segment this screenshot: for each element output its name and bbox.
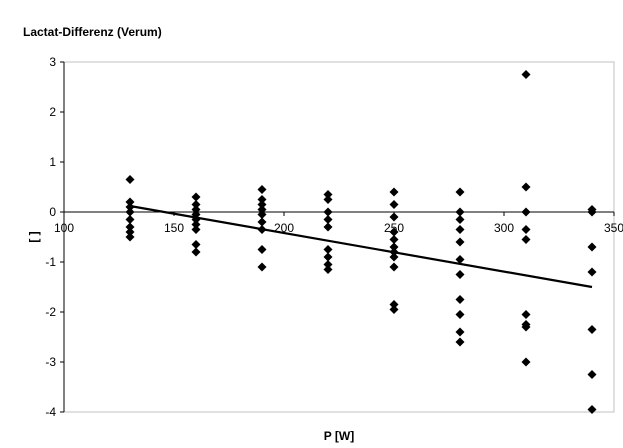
data-point xyxy=(521,182,531,192)
data-point xyxy=(191,205,201,214)
data-point xyxy=(125,175,135,184)
data-point xyxy=(323,252,333,262)
data-point xyxy=(191,240,201,249)
data-point xyxy=(125,207,135,217)
y-tick-label: -2 xyxy=(45,305,56,319)
data-point xyxy=(323,215,333,224)
data-point xyxy=(323,222,333,232)
data-point xyxy=(323,260,333,269)
y-tick-label: -4 xyxy=(45,405,56,419)
data-point xyxy=(191,192,201,202)
data-point xyxy=(125,222,135,232)
y-axis-label: [ ] xyxy=(27,231,41,242)
data-point xyxy=(455,270,465,279)
data-point xyxy=(125,197,135,207)
y-tick-label: 2 xyxy=(49,105,56,119)
data-point xyxy=(521,357,531,367)
y-tick-label: 1 xyxy=(49,155,56,169)
data-point xyxy=(257,200,267,209)
x-tick-label: 300 xyxy=(494,221,514,235)
y-tick-label: 3 xyxy=(49,55,56,69)
data-point xyxy=(389,262,399,272)
data-point xyxy=(455,295,465,304)
data-points xyxy=(125,70,597,414)
data-point xyxy=(389,252,399,262)
data-point xyxy=(455,255,465,264)
data-point xyxy=(323,207,333,217)
data-point xyxy=(587,370,597,379)
data-point xyxy=(521,322,531,332)
data-point xyxy=(191,200,201,209)
data-point xyxy=(455,215,465,224)
data-point xyxy=(125,227,135,237)
data-point xyxy=(191,215,201,224)
data-point xyxy=(587,267,597,277)
data-point xyxy=(191,247,201,257)
data-point xyxy=(257,210,267,219)
data-point xyxy=(257,262,267,272)
data-point xyxy=(455,207,465,217)
trendline-layer xyxy=(129,204,593,289)
data-point xyxy=(389,212,399,222)
data-point xyxy=(191,220,201,229)
data-point xyxy=(389,247,399,257)
data-point xyxy=(389,235,399,244)
data-point xyxy=(323,245,333,254)
data-point xyxy=(323,190,333,199)
data-point xyxy=(125,232,135,242)
data-point xyxy=(257,245,267,254)
data-point xyxy=(455,327,465,337)
data-point xyxy=(587,325,597,334)
data-point xyxy=(455,225,465,234)
data-point xyxy=(587,242,597,252)
y-tick-label: 0 xyxy=(49,205,56,219)
data-point xyxy=(389,227,399,237)
data-point xyxy=(455,337,465,347)
data-point xyxy=(191,210,201,219)
data-point xyxy=(257,185,267,194)
data-point xyxy=(389,187,399,197)
data-point xyxy=(125,202,135,212)
x-tick-label: 100 xyxy=(54,221,74,235)
data-point xyxy=(389,200,399,209)
data-point xyxy=(455,237,465,247)
data-point xyxy=(257,195,267,204)
data-point xyxy=(521,225,531,234)
data-point xyxy=(521,207,531,217)
data-point xyxy=(455,187,465,197)
data-point xyxy=(191,225,201,234)
x-tick-label: 150 xyxy=(164,221,184,235)
data-point xyxy=(323,195,333,204)
data-point xyxy=(389,300,399,309)
data-point xyxy=(587,405,597,414)
data-point xyxy=(521,310,531,319)
plot-area xyxy=(63,61,615,413)
data-point xyxy=(257,217,267,227)
data-point xyxy=(323,265,333,274)
data-point xyxy=(389,242,399,252)
data-point xyxy=(257,225,267,234)
y-tick-label: -3 xyxy=(45,355,56,369)
data-point xyxy=(125,215,135,224)
data-point xyxy=(521,70,531,79)
data-point xyxy=(521,235,531,244)
x-tick-label: 350 xyxy=(604,221,623,235)
data-point xyxy=(257,205,267,214)
y-axis: 3 2 1 0 -1 -2 -3 -4 xyxy=(45,55,65,419)
chart-title: Lactat-Differenz (Verum) xyxy=(23,25,162,39)
data-point xyxy=(587,207,597,217)
data-point xyxy=(389,305,399,314)
trendline xyxy=(129,204,593,289)
x-axis-label: P [W] xyxy=(324,429,354,443)
y-tick-label: -1 xyxy=(45,255,56,269)
data-point xyxy=(455,310,465,319)
